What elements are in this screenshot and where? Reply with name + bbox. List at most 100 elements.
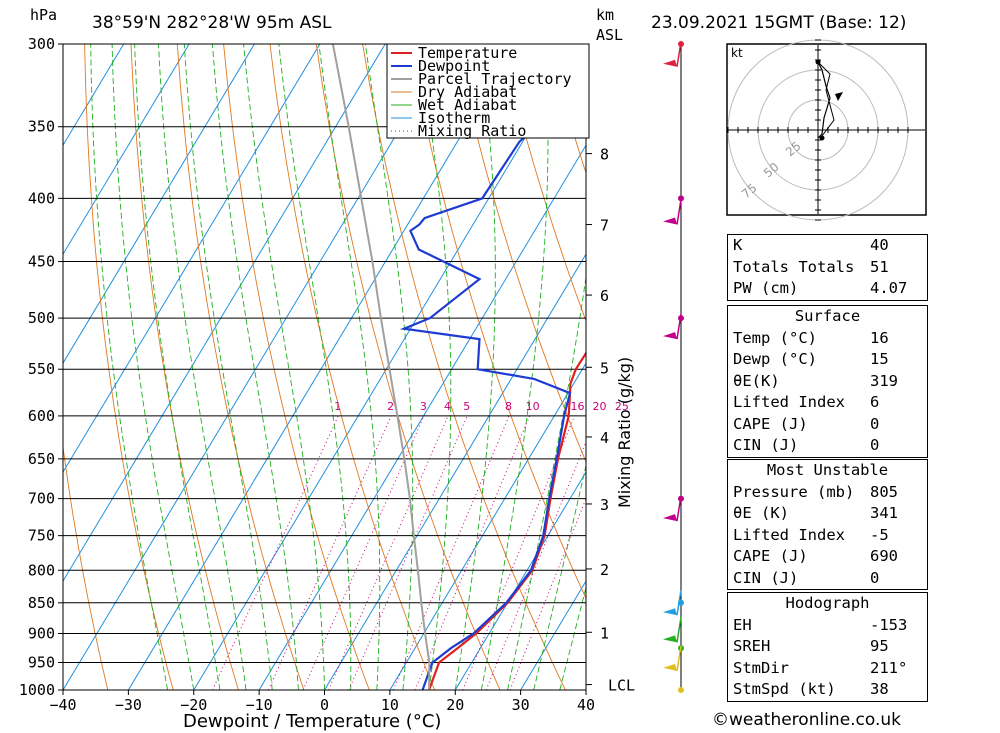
km-tick-label: 3 [600, 496, 609, 514]
hodo-row: StmSpd (kt) 38 [733, 680, 889, 698]
asl-label: ASL [596, 26, 623, 44]
mu-row: CIN (J) 0 [733, 568, 880, 587]
pressure-tick-label: 1000 [19, 681, 55, 699]
wet-adiabat-line [418, 44, 452, 690]
wet-adiabat-line [318, 44, 381, 690]
isotherm-line [127, 44, 517, 690]
wind-barb-flag [663, 608, 677, 616]
wet-adiabat-line [454, 44, 496, 690]
wind-barb-flag [663, 217, 677, 225]
pressure-tick-label: 450 [28, 253, 55, 271]
km-tick-label: 5 [600, 359, 609, 377]
wind-barb-flag [663, 514, 677, 522]
wind-level-dot [678, 687, 684, 693]
wind-barb [676, 496, 682, 522]
legend-temperature: Temperature [418, 44, 517, 62]
km-tick-label: 2 [600, 561, 609, 579]
legend-dewpoint: Dewpoint [418, 57, 490, 75]
index-row-k: K 40 [733, 236, 889, 254]
mixing-ratio-label: 20 [592, 400, 606, 413]
wind-barb [676, 199, 682, 225]
isotherm-line [258, 144, 586, 690]
legend-isotherm: Isotherm [418, 109, 490, 127]
plot-frame [62, 43, 587, 691]
x-tick-label: −40 [49, 696, 76, 714]
wet-adiabat-line [278, 44, 352, 690]
surface-row: Dewp (°C) 15 [733, 350, 889, 368]
km-tick-label: 4 [600, 429, 609, 447]
wet-adiabat-line [364, 44, 414, 690]
surface-row: CAPE (J) 0 [733, 414, 880, 433]
hodograph-top-point [815, 59, 821, 65]
isotherm-line [63, 44, 386, 583]
x-tick-label: 30 [512, 696, 530, 714]
km-label: km [596, 6, 614, 24]
surface-row: Lifted Index 6 [733, 393, 880, 411]
mixing-ratio-line [392, 415, 510, 690]
x-tick-label: 40 [577, 696, 595, 714]
mixing-ratio-line [267, 415, 392, 690]
index-row-totals: Totals Totals 51 [733, 257, 889, 276]
dry-adiabat-line [501, 44, 586, 323]
isotherm-line [324, 253, 586, 690]
mu-row: Lifted Index -5 [733, 525, 889, 544]
surface-row: CIN (J) 0 [733, 436, 880, 454]
mixing-ratio-axis-title: Mixing Ratio (g/kg) [615, 357, 634, 508]
wet-adiabat-line [243, 44, 325, 690]
mixing-ratio-line [348, 415, 468, 690]
wet-adiabat-line [559, 585, 586, 690]
x-tick-label: 0 [320, 696, 329, 714]
mu-row: Pressure (mb) 805 [733, 482, 898, 501]
mu-row: θE (K) 341 [733, 504, 898, 522]
pressure-tick-label: 400 [28, 189, 55, 207]
pressure-tick-label: 750 [28, 527, 55, 545]
wet-adiabat-line [158, 44, 247, 690]
dewpoint-curve [399, 88, 586, 690]
hodograph-stats-panel: Hodograph EH -153 SREH 95 StmDir 211° StmSp… [727, 592, 928, 702]
km-tick-label: 8 [600, 146, 609, 164]
credit-text[interactable]: ©weatheronline.co.uk [712, 710, 902, 730]
most-unstable-title: Most Unstable [766, 461, 889, 479]
km-tick-label: 7 [600, 217, 609, 235]
index-row-pw: PW (cm) 4.07 [733, 279, 908, 297]
x-tick-label: 20 [446, 696, 464, 714]
legend-dry-adiabat: Dry Adiabat [418, 83, 517, 101]
hodo-row: StmDir 211° [733, 658, 908, 677]
wind-barb-flag [663, 332, 677, 340]
date-title: 23.09.2021 15GMT (Base: 12) [651, 13, 906, 33]
hodograph-storm-marker [835, 92, 843, 101]
wind-barb [676, 41, 682, 67]
isotherm-line [454, 471, 586, 690]
pressure-tick-label: 850 [28, 594, 55, 612]
mixing-ratio-label: 16 [570, 400, 584, 413]
hodograph-base-point [819, 135, 825, 141]
mixing-ratio-line [212, 415, 339, 690]
km-tick-label: 1 [600, 624, 609, 642]
hodograph-stats-title: Hodograph [785, 594, 870, 612]
isotherm-line [63, 44, 255, 365]
mixing-ratio-label: 2 [387, 400, 394, 413]
legend-wet-adiabat: Wet Adiabat [418, 96, 517, 114]
wind-barb [676, 314, 682, 340]
isotherm-line [63, 44, 190, 256]
most-unstable-panel: Most Unstable Pressure (mb) 805 θE (K) 341… [727, 459, 928, 590]
dry-adiabat-line [223, 44, 370, 690]
x-tick-label: 10 [381, 696, 399, 714]
x-tick-label: −10 [246, 696, 273, 714]
mixing-ratio-label: 1 [334, 400, 341, 413]
parcel-curve [331, 44, 431, 690]
wind-barb [676, 645, 682, 672]
surface-title: Surface [794, 307, 861, 325]
mixing-ratio-line [302, 415, 425, 690]
surface-panel: Surface Temp (°C) 16 Dewp (°C) 15 θE(K) 319… [727, 305, 928, 458]
mixing-ratio-line [328, 415, 449, 690]
pressure-tick-label: 700 [28, 490, 55, 508]
mixing-ratio-label: 5 [463, 400, 470, 413]
wind-barb-flag [663, 635, 677, 643]
wind-barb-flag [663, 59, 677, 67]
legend-mixing-ratio: Mixing Ratio [418, 122, 526, 140]
mu-row: CAPE (J) 690 [733, 547, 898, 565]
hodo-row: EH -153 [733, 615, 908, 634]
wet-adiabat-line [111, 44, 195, 690]
x-tick-label: −30 [115, 696, 142, 714]
